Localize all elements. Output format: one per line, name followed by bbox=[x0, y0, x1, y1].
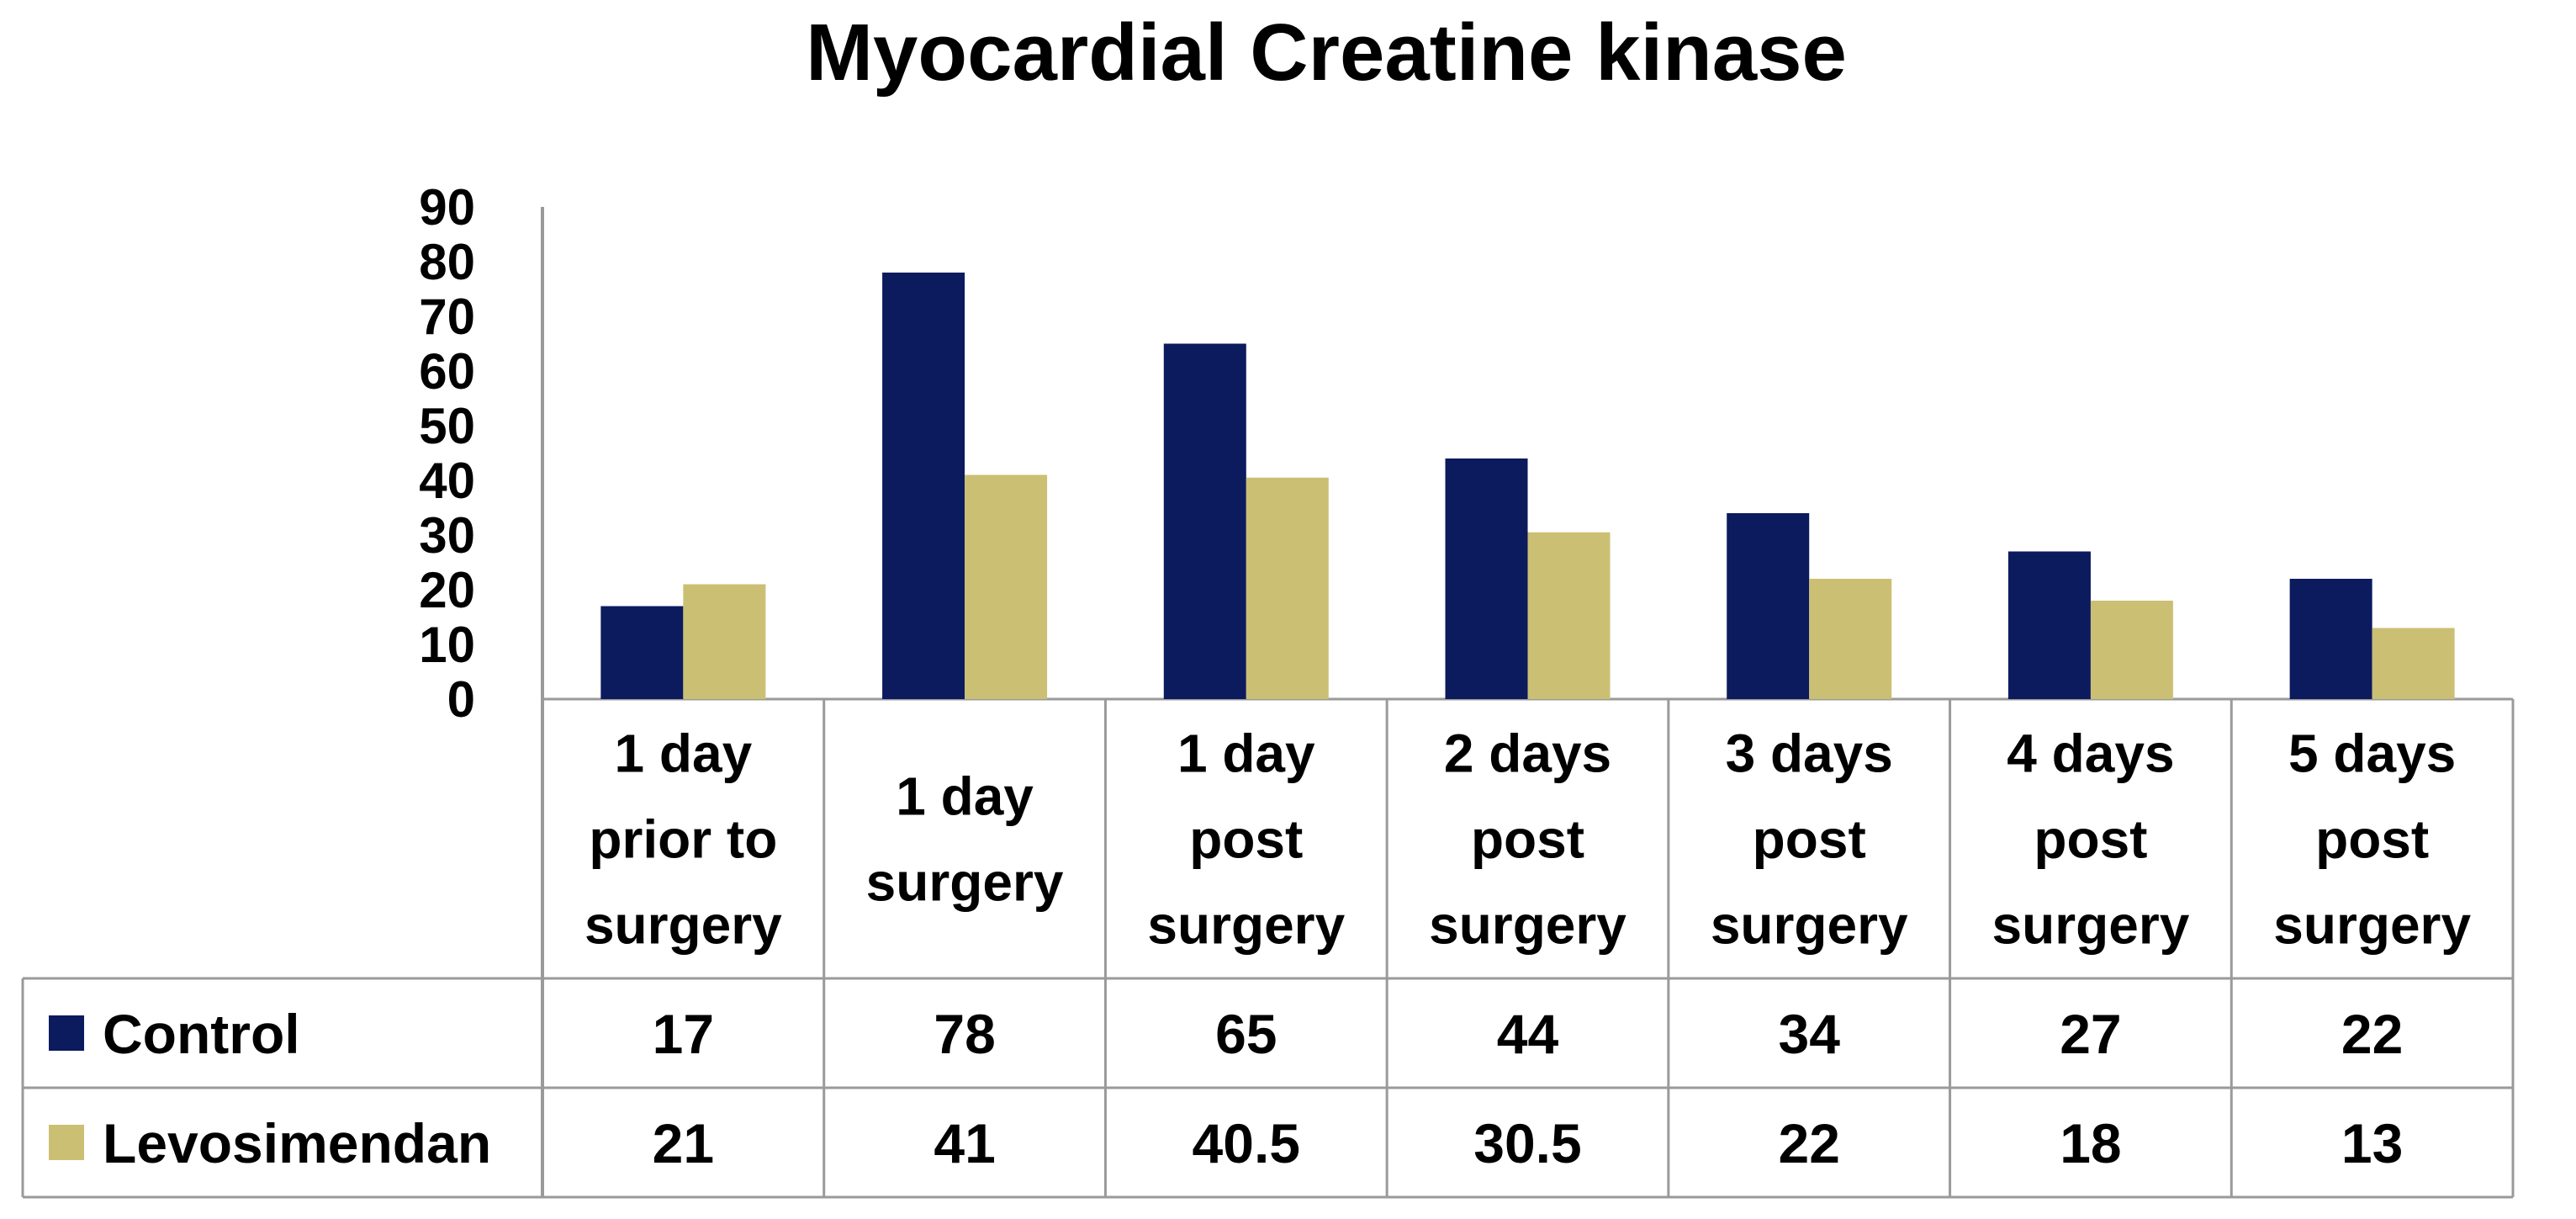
bar-levosimendan-1 bbox=[683, 584, 766, 699]
category-label: surgery bbox=[1992, 894, 2190, 955]
table-cell-levosimendan: 40.5 bbox=[1193, 1112, 1300, 1174]
y-tick-label: 20 bbox=[419, 562, 475, 618]
chart-title: Myocardial Creatine kinase bbox=[806, 8, 1847, 98]
bar-control-3 bbox=[1163, 343, 1246, 699]
y-tick-label: 10 bbox=[419, 617, 475, 673]
table-cell-control: 78 bbox=[934, 1003, 995, 1065]
category-label: prior to bbox=[589, 808, 777, 869]
table-cell-levosimendan: 13 bbox=[2341, 1112, 2403, 1174]
bar-control-5 bbox=[1727, 513, 1810, 699]
table-cell-control: 65 bbox=[1215, 1003, 1277, 1065]
table-cell-control: 27 bbox=[2060, 1003, 2121, 1065]
category-label: surgery bbox=[584, 894, 782, 955]
category-label: surgery bbox=[1711, 894, 1908, 955]
category-label: 5 days bbox=[2288, 723, 2456, 783]
legend: Control Levosimendan bbox=[49, 1003, 491, 1174]
y-tick-label: 70 bbox=[419, 289, 475, 345]
category-label: 2 days bbox=[1444, 723, 1611, 783]
category-label: post bbox=[1471, 808, 1584, 869]
category-label: surgery bbox=[2273, 894, 2471, 955]
bar-control-6 bbox=[2007, 551, 2091, 699]
bar-levosimendan-6 bbox=[2090, 601, 2173, 699]
bar-levosimendan-3 bbox=[1246, 477, 1329, 699]
category-label: 1 day bbox=[896, 766, 1034, 826]
table-cell-levosimendan: 41 bbox=[934, 1112, 995, 1174]
table-cell-levosimendan: 30.5 bbox=[1473, 1112, 1581, 1174]
category-label: 4 days bbox=[2007, 723, 2174, 783]
category-label: 1 day bbox=[615, 723, 753, 783]
category-label: post bbox=[1753, 808, 1866, 869]
table-grid bbox=[21, 207, 2515, 1199]
bar-control-4 bbox=[1445, 458, 1528, 699]
y-tick-label: 90 bbox=[419, 179, 475, 236]
category-label: post bbox=[1189, 808, 1303, 869]
bar-levosimendan-4 bbox=[1527, 532, 1611, 699]
y-tick-label: 60 bbox=[419, 343, 475, 400]
legend-label-levosimendan: Levosimendan bbox=[103, 1112, 491, 1174]
y-tick-label: 30 bbox=[419, 507, 475, 564]
category-label: surgery bbox=[1147, 894, 1345, 955]
table-cell-levosimendan: 22 bbox=[1779, 1112, 1840, 1174]
category-label: post bbox=[2034, 808, 2147, 869]
y-tick-label: 50 bbox=[419, 398, 475, 454]
data-table: 17 78 65 44 34 27 22 21 41 40.5 30.5 22 18 13 bbox=[653, 1003, 2404, 1174]
bars bbox=[600, 273, 2455, 699]
y-tick-label: 40 bbox=[419, 453, 475, 509]
table-cell-control: 17 bbox=[653, 1003, 714, 1065]
table-cell-levosimendan: 18 bbox=[2060, 1112, 2121, 1174]
table-cell-control: 44 bbox=[1497, 1003, 1559, 1065]
table-cell-control: 34 bbox=[1779, 1003, 1841, 1065]
category-label: surgery bbox=[1429, 894, 1627, 955]
legend-swatch-levosimendan bbox=[49, 1125, 84, 1160]
table-cell-control: 22 bbox=[2341, 1003, 2403, 1065]
category-label: 1 day bbox=[1177, 723, 1315, 783]
bar-levosimendan-7 bbox=[2372, 628, 2455, 699]
category-label: 3 days bbox=[1726, 723, 1893, 783]
bar-control-2 bbox=[882, 273, 965, 699]
bar-control-1 bbox=[600, 606, 684, 699]
bar-levosimendan-2 bbox=[965, 474, 1048, 699]
y-tick-label: 0 bbox=[447, 671, 475, 728]
legend-swatch-control bbox=[49, 1015, 84, 1051]
bar-levosimendan-5 bbox=[1809, 579, 1892, 699]
y-tick-label: 80 bbox=[419, 234, 475, 290]
category-labels: 1 day prior to surgery 1 day surgery 1 day pos… bbox=[584, 723, 2471, 955]
category-label: post bbox=[2315, 808, 2429, 869]
legend-label-control: Control bbox=[103, 1003, 300, 1065]
table-cell-levosimendan: 21 bbox=[653, 1112, 714, 1174]
bar-control-7 bbox=[2289, 579, 2372, 699]
category-label: surgery bbox=[866, 851, 1064, 912]
